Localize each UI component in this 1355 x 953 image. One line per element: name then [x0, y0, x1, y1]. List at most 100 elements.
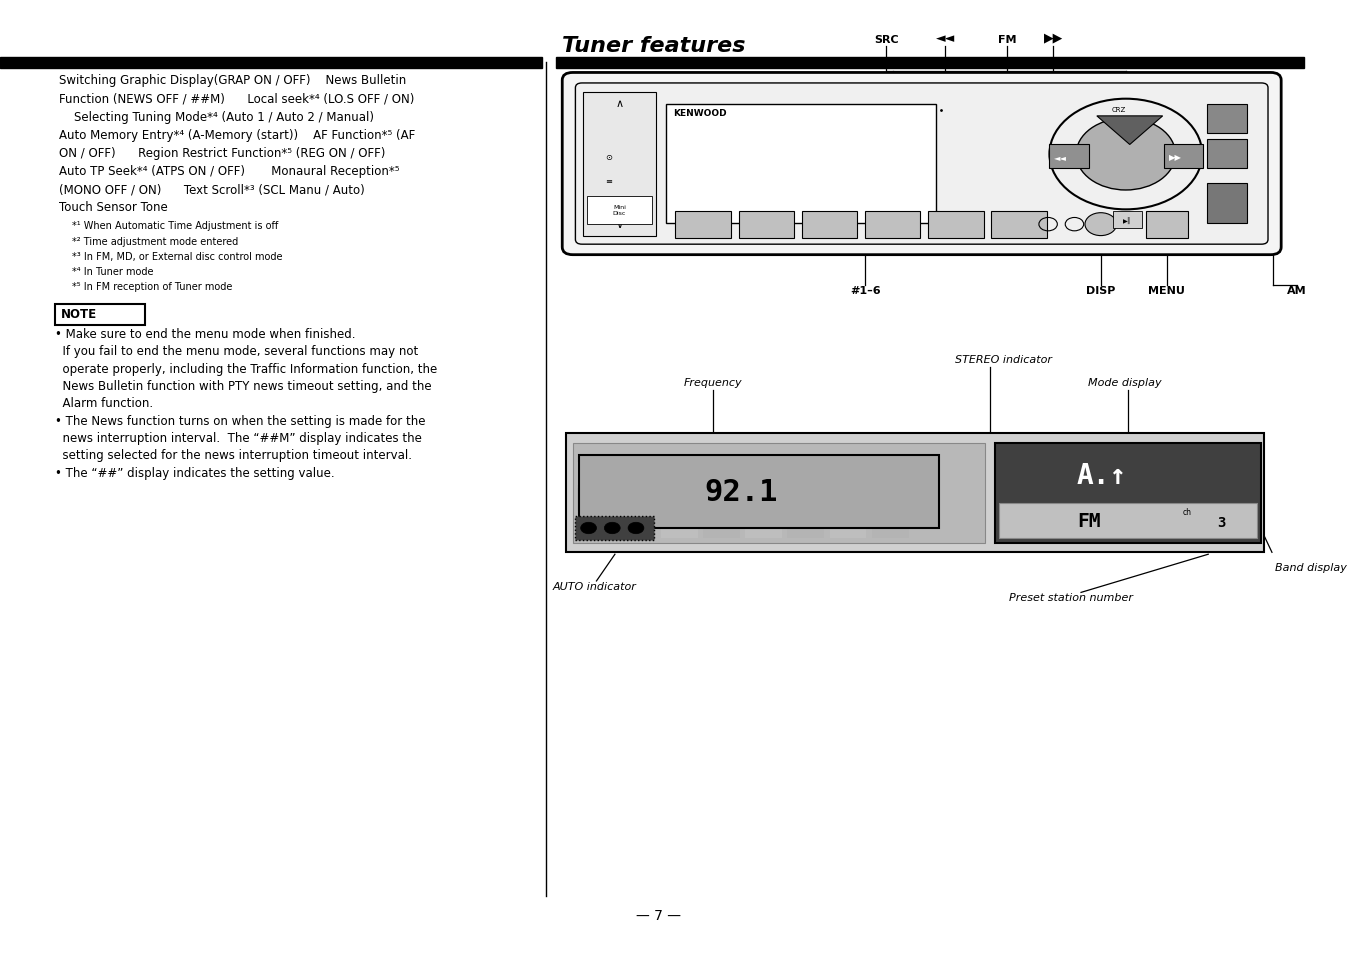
- Text: ⊙: ⊙: [604, 152, 612, 162]
- Bar: [871, 462, 909, 485]
- Bar: [577, 516, 614, 538]
- Bar: [703, 489, 740, 512]
- Bar: [1164, 145, 1203, 170]
- Text: Touch Sensor Tone: Touch Sensor Tone: [60, 201, 168, 214]
- Bar: [661, 462, 698, 485]
- Text: STEREO indicator: STEREO indicator: [955, 355, 1051, 365]
- Bar: [587, 196, 652, 225]
- Circle shape: [1085, 213, 1117, 236]
- Text: Band display: Band display: [1275, 562, 1347, 572]
- Bar: [619, 489, 656, 512]
- Bar: [829, 462, 866, 485]
- Text: CRZ: CRZ: [1112, 107, 1126, 112]
- Bar: [745, 462, 782, 485]
- Circle shape: [1076, 119, 1175, 191]
- Text: Tuner features: Tuner features: [562, 36, 745, 56]
- Bar: [745, 489, 782, 512]
- Text: ▭: ▭: [604, 200, 612, 209]
- Text: FM: FM: [1077, 512, 1100, 531]
- Text: News Bulletin function with PTY news timeout setting, and the: News Bulletin function with PTY news tim…: [56, 379, 432, 393]
- Text: operate properly, including the Traffic Information function, the: operate properly, including the Traffic …: [56, 362, 438, 375]
- Text: ▶▶: ▶▶: [1169, 153, 1182, 162]
- Text: AM: AM: [1287, 286, 1306, 295]
- Text: • The News function turns on when the setting is made for the: • The News function turns on when the se…: [56, 415, 425, 428]
- Bar: [1207, 184, 1247, 224]
- Bar: [667, 105, 936, 224]
- Bar: [738, 212, 794, 238]
- Text: FM: FM: [999, 35, 1016, 45]
- Text: — 7 —: — 7 —: [635, 908, 680, 922]
- Bar: [661, 489, 698, 512]
- Circle shape: [581, 522, 596, 534]
- Bar: [928, 212, 984, 238]
- Text: *⁵ In FM reception of Tuner mode: *⁵ In FM reception of Tuner mode: [72, 282, 233, 292]
- Bar: [864, 212, 920, 238]
- Bar: [996, 443, 1262, 543]
- Bar: [871, 489, 909, 512]
- Text: ◄◄: ◄◄: [936, 31, 955, 45]
- Bar: [577, 462, 614, 485]
- Text: Auto TP Seek*⁴ (ATPS ON / OFF)       Monaural Reception*⁵: Auto TP Seek*⁴ (ATPS ON / OFF) Monaural …: [60, 165, 400, 178]
- Text: 3: 3: [1217, 516, 1226, 530]
- Bar: [1049, 145, 1089, 170]
- Bar: [1145, 212, 1188, 238]
- Polygon shape: [1096, 116, 1163, 145]
- Text: AUTO indicator: AUTO indicator: [553, 581, 637, 591]
- Text: *¹ When Automatic Time Adjustment is off: *¹ When Automatic Time Adjustment is off: [72, 221, 279, 231]
- Bar: [829, 516, 866, 538]
- Text: Preset station number: Preset station number: [1008, 593, 1133, 602]
- Text: ∧: ∧: [615, 99, 623, 109]
- Bar: [556, 58, 1304, 69]
- Text: Alarm function.: Alarm function.: [56, 396, 153, 410]
- Text: Mode display: Mode display: [1088, 378, 1161, 388]
- Bar: [1207, 105, 1247, 133]
- Bar: [871, 516, 909, 538]
- Text: ▶▶: ▶▶: [1043, 31, 1064, 45]
- Text: MENU: MENU: [1148, 286, 1186, 295]
- Text: Frequency: Frequency: [683, 378, 743, 388]
- Text: KENWOOD: KENWOOD: [673, 109, 726, 117]
- Bar: [787, 462, 824, 485]
- Bar: [566, 434, 1264, 553]
- Text: • The “##” display indicates the setting value.: • The “##” display indicates the setting…: [56, 466, 335, 479]
- Text: 92.1: 92.1: [705, 477, 778, 507]
- Bar: [577, 489, 614, 512]
- Text: *³ In FM, MD, or External disc control mode: *³ In FM, MD, or External disc control m…: [72, 252, 283, 261]
- Text: ◄◄: ◄◄: [1054, 153, 1068, 162]
- Circle shape: [604, 522, 621, 534]
- Bar: [703, 462, 740, 485]
- Text: DISP: DISP: [1087, 286, 1115, 295]
- Bar: [0, 58, 542, 69]
- Bar: [580, 456, 939, 529]
- Bar: [802, 212, 858, 238]
- Bar: [619, 462, 656, 485]
- Bar: [703, 516, 740, 538]
- Text: • Make sure to end the menu mode when finished.: • Make sure to end the menu mode when fi…: [56, 328, 356, 341]
- Text: *² Time adjustment mode entered: *² Time adjustment mode entered: [72, 236, 238, 246]
- Text: (MONO OFF / ON)      Text Scroll*³ (SCL Manu / Auto): (MONO OFF / ON) Text Scroll*³ (SCL Manu …: [60, 183, 364, 196]
- Circle shape: [629, 522, 644, 534]
- Text: NOTE: NOTE: [61, 308, 96, 321]
- Text: news interruption interval.  The “##M” display indicates the: news interruption interval. The “##M” di…: [56, 432, 423, 445]
- FancyBboxPatch shape: [562, 73, 1282, 255]
- Text: A.↑: A.↑: [1077, 461, 1127, 489]
- Text: Selecting Tuning Mode*⁴ (Auto 1 / Auto 2 / Manual): Selecting Tuning Mode*⁴ (Auto 1 / Auto 2…: [60, 111, 374, 124]
- Text: If you fail to end the menu mode, several functions may not: If you fail to end the menu mode, severa…: [56, 345, 419, 358]
- Bar: [992, 212, 1047, 238]
- Bar: [1112, 212, 1142, 229]
- Bar: [1207, 140, 1247, 169]
- Bar: [745, 516, 782, 538]
- Text: ON / OFF)      Region Restrict Function*⁵ (REG ON / OFF): ON / OFF) Region Restrict Function*⁵ (RE…: [60, 147, 386, 160]
- Bar: [583, 92, 656, 236]
- Text: *⁴ In Tuner mode: *⁴ In Tuner mode: [72, 267, 154, 276]
- Bar: [56, 305, 145, 326]
- Bar: [619, 516, 656, 538]
- Bar: [829, 489, 866, 512]
- FancyBboxPatch shape: [576, 84, 1268, 245]
- Text: Mini
Disc: Mini Disc: [612, 205, 626, 216]
- Bar: [573, 443, 985, 543]
- Text: ▶║: ▶║: [1123, 216, 1131, 224]
- Bar: [787, 489, 824, 512]
- Bar: [576, 517, 654, 540]
- Bar: [676, 212, 730, 238]
